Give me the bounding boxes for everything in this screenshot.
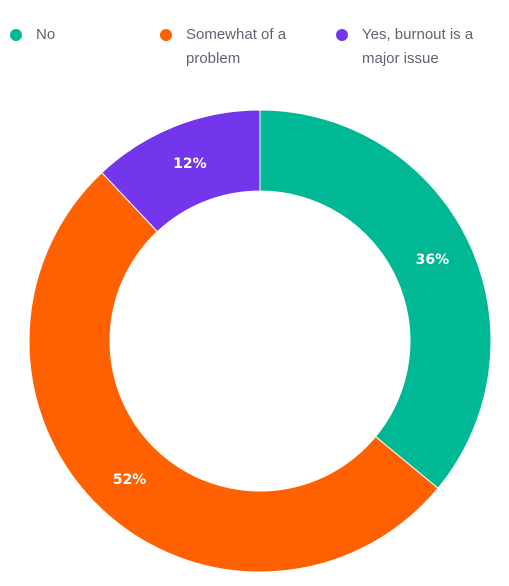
legend-swatch-no: [10, 29, 22, 41]
legend-swatch-somewhat: [160, 29, 172, 41]
slice-somewhat: [28, 171, 439, 573]
data-label-no: 36%: [416, 252, 450, 268]
legend-item-no: No: [10, 25, 150, 47]
legend: No Somewhat of a problem Yes, burnout is…: [0, 25, 509, 85]
legend-label-no: No: [36, 26, 56, 43]
legend-label-somewhat: Somewhat of a problem: [186, 26, 287, 67]
legend-swatch-major-issue: [336, 29, 348, 41]
slice-major-issue: [101, 109, 261, 233]
legend-item-major-issue: Yes, burnout is a major issue: [336, 25, 501, 71]
legend-item-somewhat: Somewhat of a problem: [160, 25, 320, 71]
data-label-somewhat: 52%: [113, 472, 147, 488]
data-label-major-issue: 12%: [173, 156, 207, 172]
slice-no: [259, 109, 492, 489]
legend-label-major-issue: Yes, burnout is a major issue: [362, 26, 474, 67]
